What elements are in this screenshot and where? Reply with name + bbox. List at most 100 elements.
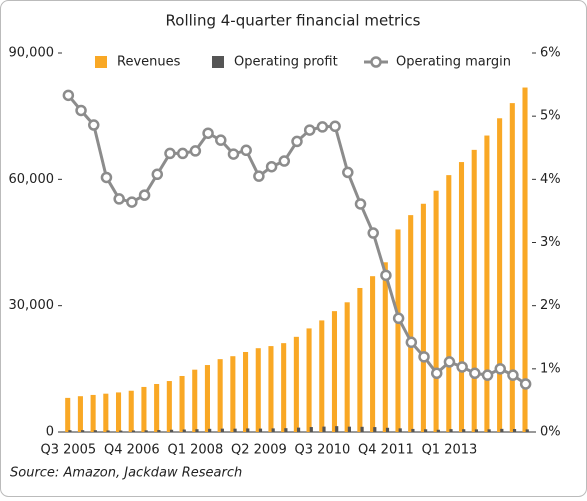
bar [166, 381, 172, 432]
line-marker [62, 89, 75, 102]
bar [204, 365, 210, 432]
source-note: Source: Amazon, Jackdaw Research [10, 466, 242, 481]
line-marker [265, 160, 278, 173]
bar [433, 190, 439, 432]
bar [446, 175, 452, 432]
line-marker [342, 166, 354, 179]
legend-swatch [212, 56, 224, 68]
line-marker [507, 369, 519, 381]
bar [103, 393, 109, 432]
bar [395, 229, 401, 432]
line-marker [240, 144, 252, 157]
legend-label: Operating profit [234, 55, 338, 70]
bar [281, 343, 287, 432]
line-marker [291, 135, 303, 148]
bar [471, 149, 477, 432]
bar [360, 426, 364, 432]
bar [309, 427, 313, 432]
line-marker [126, 196, 138, 208]
chart-title: Rolling 4-quarter financial metrics [166, 12, 421, 30]
line-marker [354, 198, 367, 210]
bar [93, 430, 97, 432]
bar [141, 386, 147, 432]
bar [344, 302, 350, 432]
line-marker [481, 369, 494, 381]
line-marker [519, 378, 532, 390]
bar [131, 430, 136, 432]
bar [322, 426, 326, 432]
bar [258, 428, 263, 432]
line-marker [88, 119, 100, 131]
line-marker [367, 227, 379, 239]
line-marker [215, 134, 227, 146]
x-tick-label: Q3 2005 [40, 443, 96, 458]
bar [233, 428, 237, 432]
line-marker [113, 193, 125, 205]
legend-swatch [370, 56, 382, 68]
x-tick-label: Q1 2013 [422, 443, 478, 458]
bar [157, 430, 161, 432]
bar [230, 356, 236, 432]
bar [500, 428, 504, 432]
line-marker [494, 363, 506, 375]
line-marker [176, 147, 189, 160]
bar [90, 394, 96, 432]
bar [497, 118, 503, 433]
y2-tick-label: 3% [540, 235, 561, 250]
line-marker [138, 189, 151, 201]
bar [487, 429, 491, 432]
bar [208, 428, 212, 432]
line-marker [164, 147, 176, 160]
bar [243, 351, 249, 432]
bar [408, 215, 414, 432]
line-marker [456, 361, 468, 373]
bar [195, 429, 199, 432]
bar [217, 359, 223, 432]
legend-swatch [95, 56, 107, 68]
line-marker [75, 104, 87, 117]
bar [462, 429, 466, 432]
bar [512, 429, 517, 432]
bar [144, 430, 148, 432]
y2-tick-label: 6% [540, 46, 561, 61]
line-marker [278, 155, 291, 167]
bar [255, 348, 261, 432]
bar [385, 427, 390, 432]
bar [169, 429, 174, 432]
line-marker [202, 127, 214, 139]
y2-tick-label: 0% [540, 425, 561, 440]
line-marker [430, 367, 443, 380]
line-marker [303, 124, 316, 136]
bar [119, 430, 123, 432]
bar [436, 429, 440, 432]
bar [128, 390, 134, 432]
line-marker [100, 171, 113, 184]
bar [246, 428, 250, 432]
bar [522, 87, 528, 432]
y2-tick-label: 2% [540, 298, 561, 313]
y-tick-label: 0 [46, 425, 54, 440]
bar [306, 328, 312, 432]
bar [509, 103, 515, 433]
x-tick-label: Q1 2008 [168, 443, 224, 458]
line-marker [392, 312, 405, 325]
bar [182, 429, 186, 432]
bar [68, 430, 72, 432]
line-marker [418, 351, 430, 363]
bar [424, 429, 428, 432]
bar [65, 397, 71, 432]
x-tick-label: Q4 2006 [104, 443, 160, 458]
bar [398, 428, 402, 432]
legend-label: Operating margin [396, 55, 511, 70]
bar [293, 336, 299, 432]
bar [411, 428, 415, 432]
bar [474, 429, 479, 432]
bar [319, 320, 325, 432]
line-marker [253, 170, 265, 182]
bar [382, 262, 388, 432]
line-marker [380, 269, 392, 282]
bar [357, 287, 363, 432]
bar [297, 427, 301, 432]
